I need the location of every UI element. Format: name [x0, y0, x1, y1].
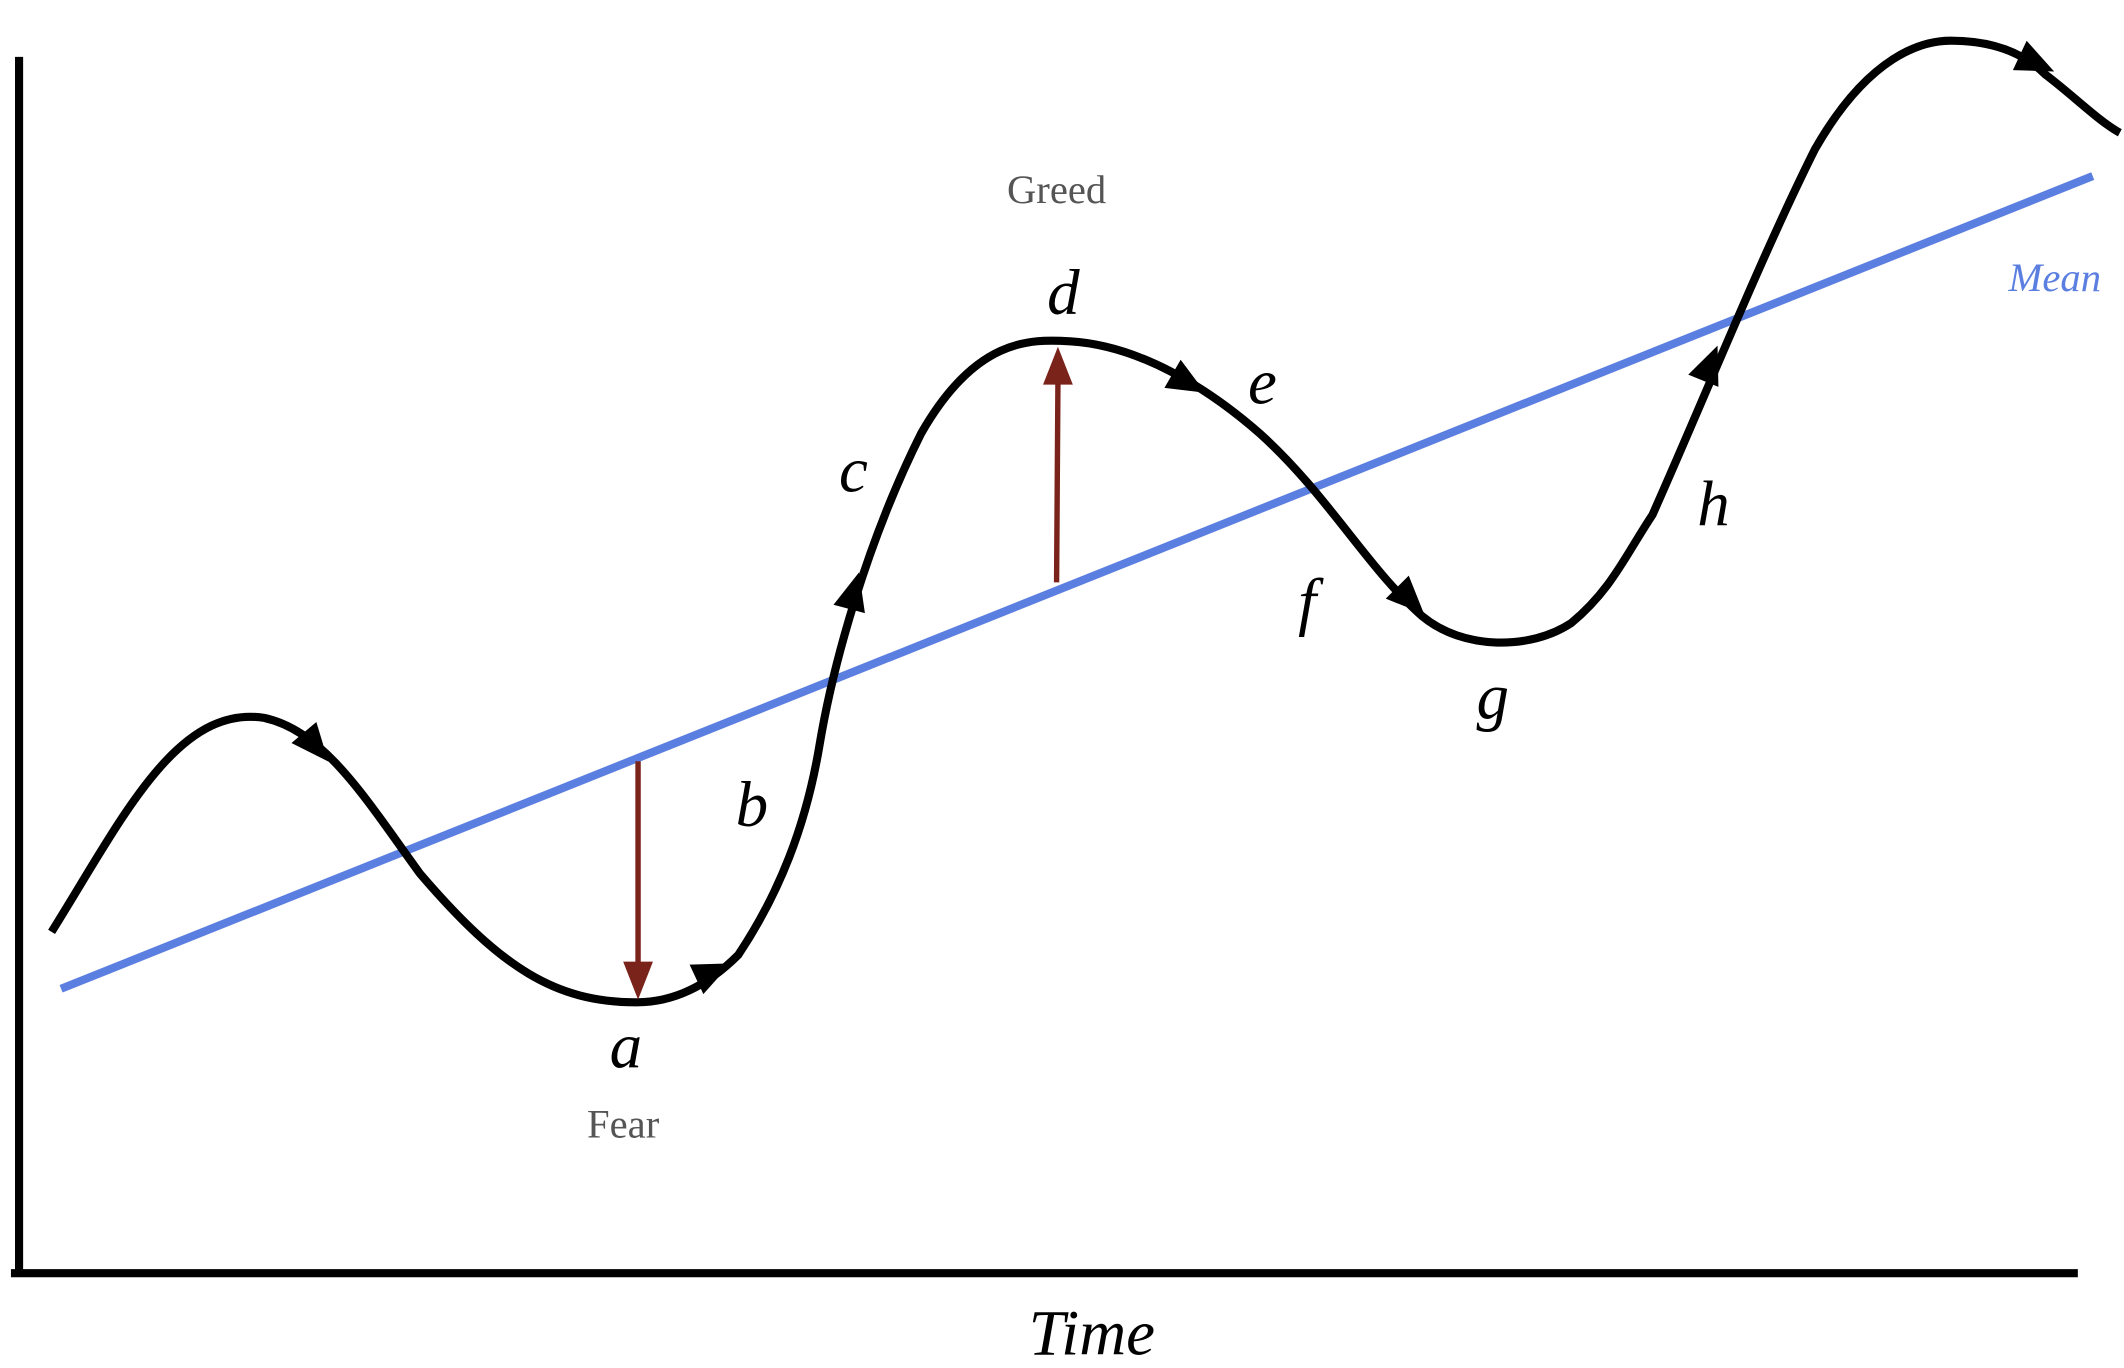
deviation-arrows [623, 346, 1073, 1000]
price-curve [48, 36, 2122, 1007]
point-label: a [610, 1010, 643, 1082]
arrowhead [2012, 40, 2055, 72]
greed-label: Greed [1007, 167, 1106, 212]
point-label: h [1697, 469, 1730, 541]
point-label: c [839, 435, 868, 507]
greed-arrow [1053, 381, 1061, 583]
x-axis-label: Time [1029, 1297, 1155, 1368]
arrowhead [1164, 359, 1206, 393]
direction-arrows [291, 40, 2055, 995]
point-label: b [736, 769, 769, 841]
arrowhead [689, 963, 731, 995]
point-label: e [1248, 347, 1277, 419]
arrowhead [1043, 346, 1073, 385]
arrowhead [833, 572, 865, 614]
arrowhead [623, 961, 653, 1000]
arrowhead [291, 722, 329, 762]
arrowhead [1385, 575, 1425, 614]
point-label: f [1298, 566, 1324, 638]
mean-line [59, 172, 2095, 993]
mean-label: Mean [2008, 255, 2101, 300]
point-label: g [1476, 661, 1509, 733]
arrowhead [1688, 345, 1719, 387]
point-label: d [1047, 257, 1080, 329]
fear-label: Fear [587, 1102, 660, 1147]
